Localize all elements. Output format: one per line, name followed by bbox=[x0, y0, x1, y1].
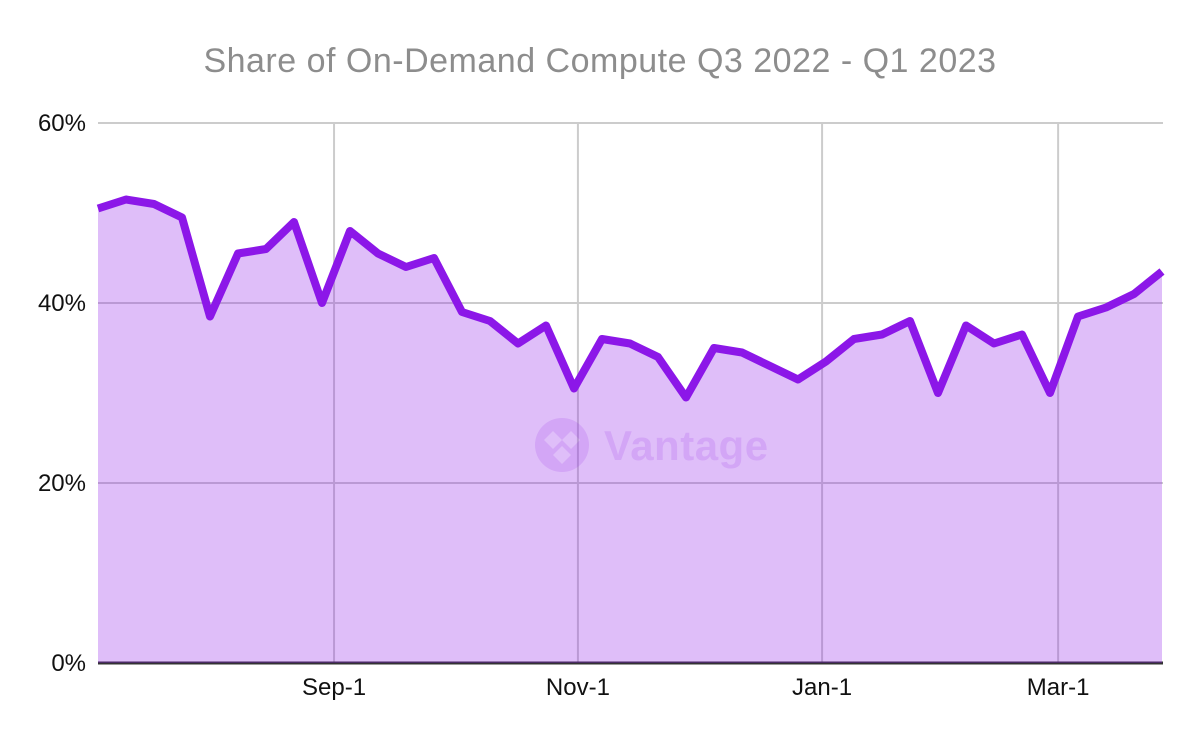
x-tick-label: Jan-1 bbox=[792, 674, 852, 701]
x-tick-label: Sep-1 bbox=[302, 674, 366, 701]
watermark-text: Vantage bbox=[604, 422, 769, 469]
y-tick-label: 20% bbox=[38, 470, 86, 497]
y-tick-label: 0% bbox=[51, 650, 86, 677]
series-line bbox=[96, 195, 1165, 402]
chart-title: Share of On-Demand Compute Q3 2022 - Q1 … bbox=[203, 42, 997, 80]
y-tick-label: 40% bbox=[38, 290, 86, 317]
watermark-vantage-logo-icon bbox=[535, 418, 589, 472]
x-tick-label: Mar-1 bbox=[1027, 674, 1090, 701]
y-tick-label: 60% bbox=[38, 110, 86, 137]
x-tick-label: Nov-1 bbox=[546, 674, 610, 701]
area-fill bbox=[98, 199, 1162, 663]
